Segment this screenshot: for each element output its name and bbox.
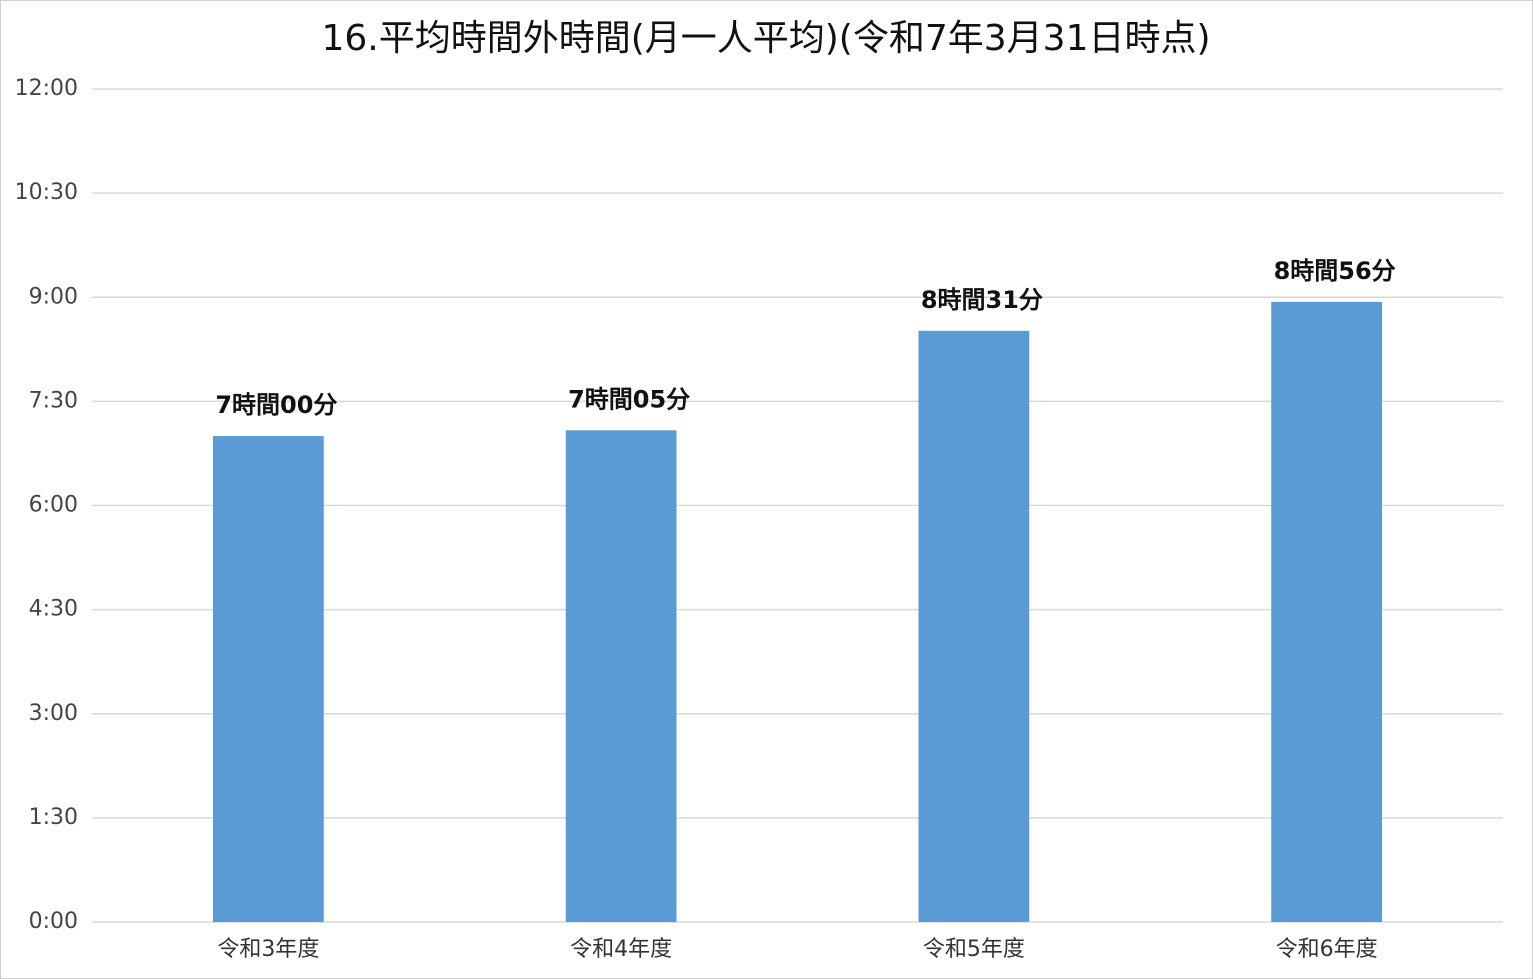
y-tick-label: 9:00: [29, 284, 78, 309]
bar: [918, 330, 1030, 922]
data-label: 8時間56分: [1274, 257, 1396, 285]
x-tick-label: 令和5年度: [923, 937, 1025, 962]
y-tick-label: 3:00: [29, 701, 78, 726]
data-label: 7時間00分: [215, 391, 337, 419]
y-tick-label: 7:30: [29, 388, 78, 413]
bar: [565, 430, 677, 922]
y-tick-label: 10:30: [15, 180, 78, 205]
bar: [212, 436, 324, 922]
y-tick-label: 0:00: [29, 909, 78, 934]
data-label: 7時間05分: [568, 385, 690, 413]
data-label: 8時間31分: [921, 286, 1043, 314]
x-tick-label: 令和3年度: [217, 937, 319, 962]
chart-title: 16.平均時間外時間(月一人平均)(令和7年3月31日時点): [321, 18, 1210, 59]
y-tick-label: 1:30: [29, 805, 78, 830]
x-tick-label: 令和4年度: [570, 937, 672, 962]
bar: [1271, 301, 1383, 922]
y-tick-label: 12:00: [15, 76, 78, 101]
y-tick-label: 4:30: [29, 597, 78, 622]
y-tick-label: 6:00: [29, 493, 78, 518]
x-tick-label: 令和6年度: [1276, 937, 1378, 962]
